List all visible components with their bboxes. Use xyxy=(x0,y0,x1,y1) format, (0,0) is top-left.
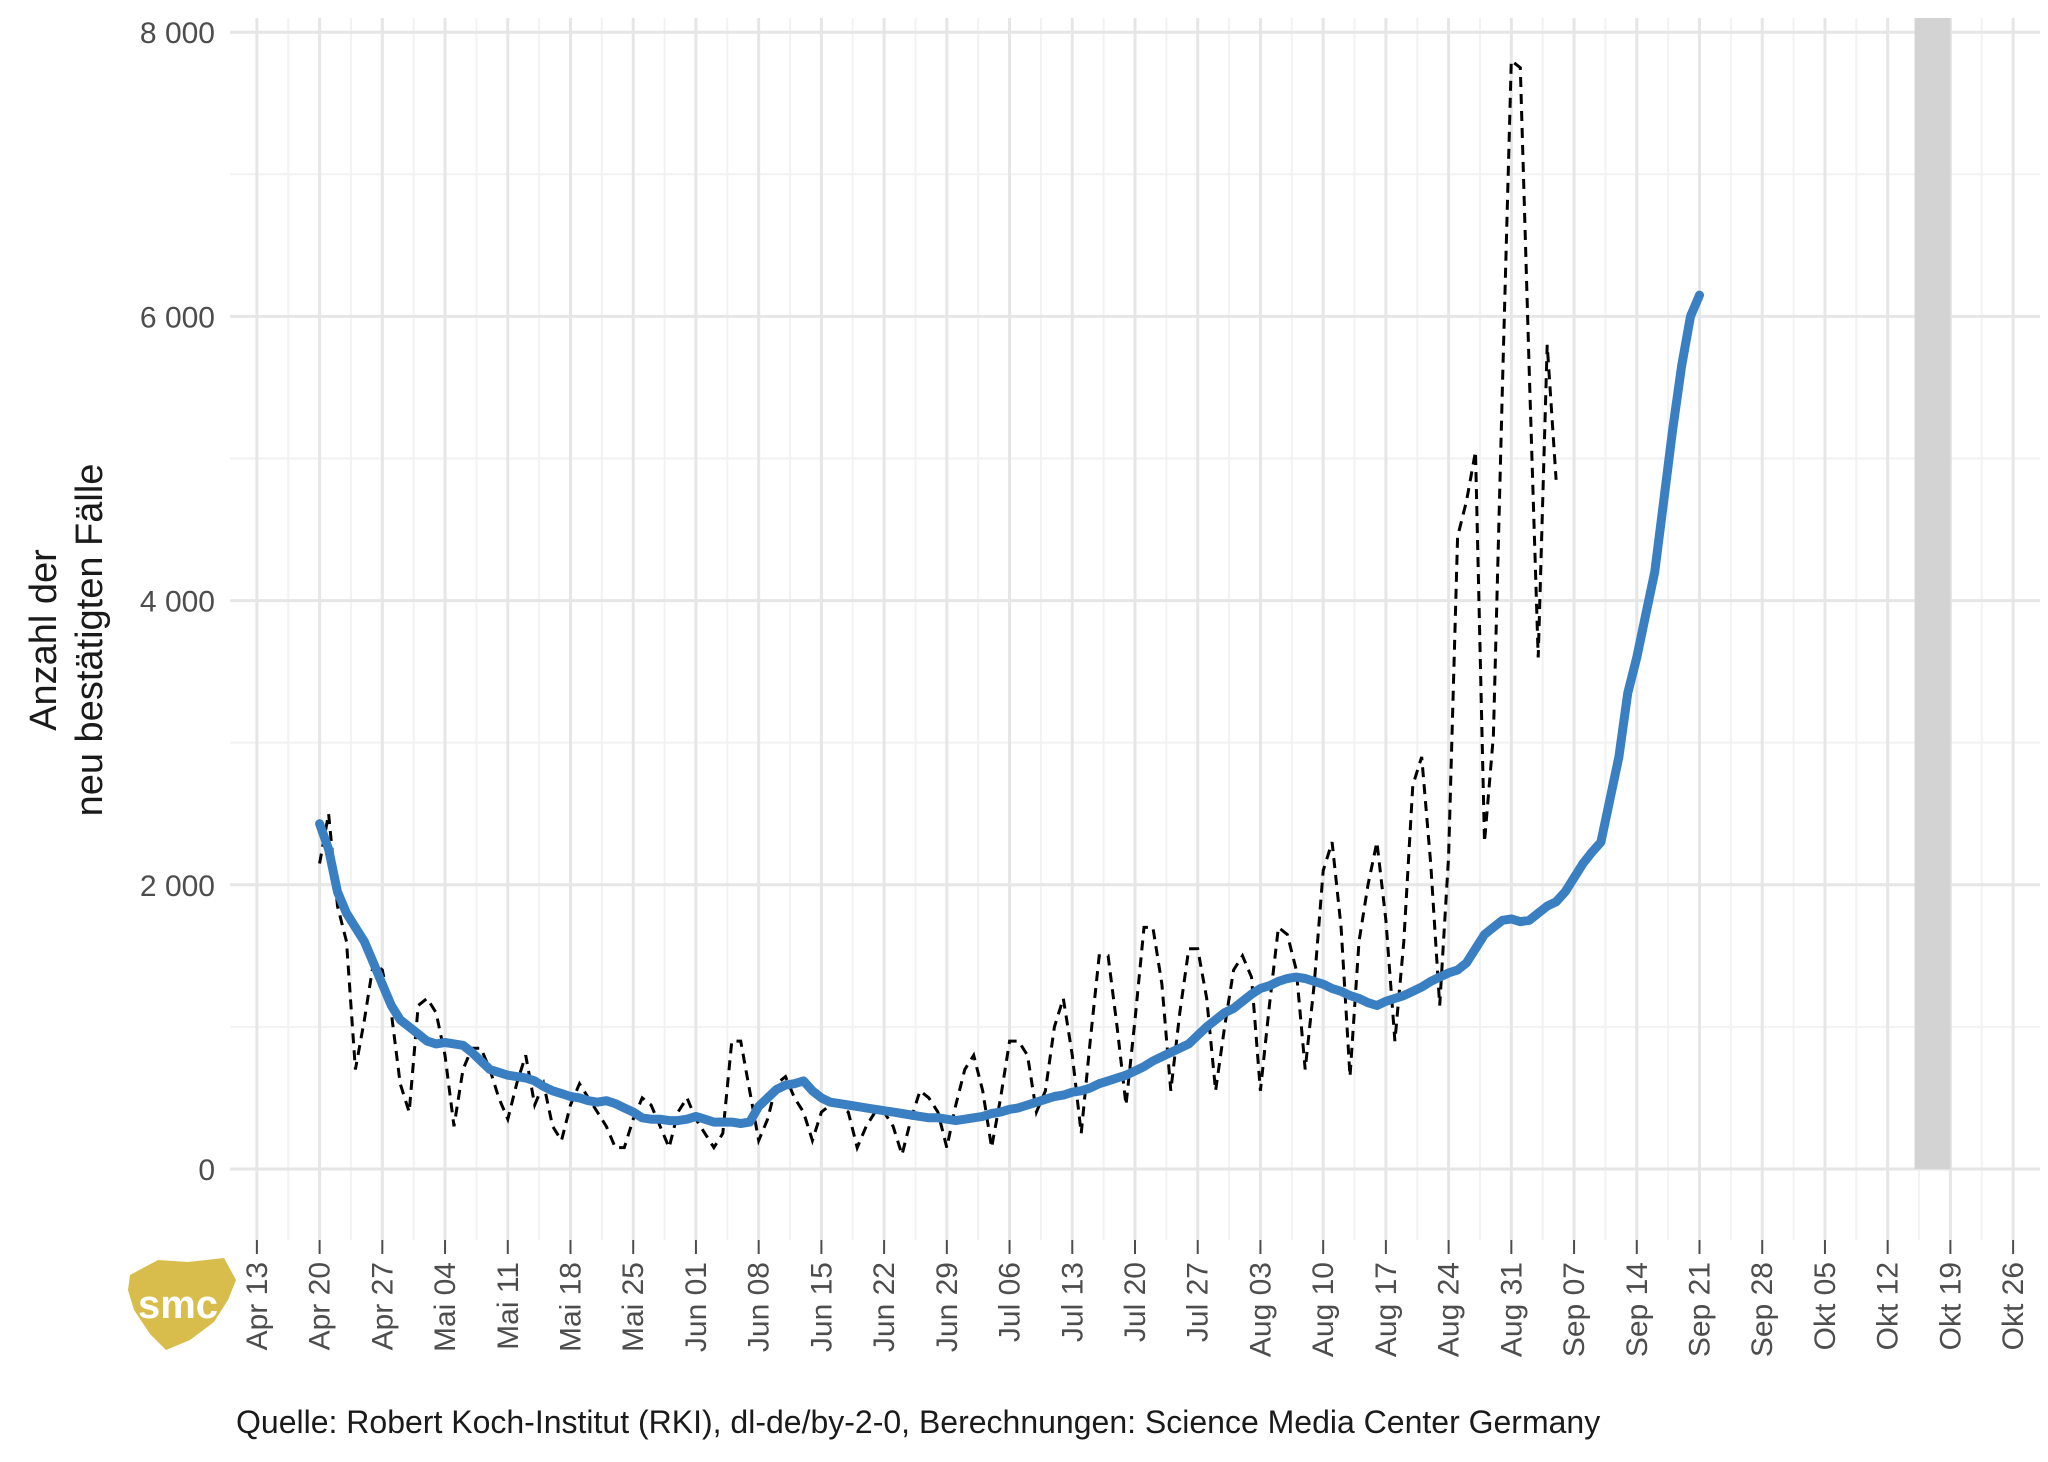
source-caption: Quelle: Robert Koch-Institut (RKI), dl-d… xyxy=(236,1404,1601,1440)
y-tick-label: 4 000 xyxy=(140,586,215,619)
x-tick-label: Mai 18 xyxy=(554,1262,587,1352)
x-tick-label: Apr 20 xyxy=(304,1262,337,1350)
x-tick-label: Okt 05 xyxy=(1809,1262,1842,1350)
x-tick-label: Okt 19 xyxy=(1934,1262,1967,1350)
x-tick-label: Jun 15 xyxy=(805,1262,838,1352)
x-tick-label: Aug 10 xyxy=(1307,1262,1340,1357)
x-tick-label: Mai 25 xyxy=(617,1262,650,1352)
x-tick-label: Okt 12 xyxy=(1872,1262,1905,1350)
x-tick-label: Okt 26 xyxy=(1997,1262,2030,1350)
smc-logo-text: smc xyxy=(138,1283,218,1327)
x-tick-label: Aug 31 xyxy=(1495,1262,1528,1357)
y-tick-labels: 0 2 000 4 000 6 000 8 000 xyxy=(140,17,215,1187)
minor-gridlines-x xyxy=(287,18,1983,1240)
x-tick-marks xyxy=(255,1240,2015,1254)
x-tick-label: Sep 28 xyxy=(1746,1262,1779,1357)
smc-logo: smc xyxy=(128,1258,236,1350)
x-tick-label: Mai 11 xyxy=(492,1262,525,1350)
x-tick-label: Jul 06 xyxy=(994,1262,1027,1342)
y-tick-label: 0 xyxy=(198,1154,215,1187)
x-tick-label: Jul 20 xyxy=(1119,1262,1152,1342)
y-tick-label: 2 000 xyxy=(140,870,215,903)
x-tick-label: Jun 29 xyxy=(931,1262,964,1352)
y-axis-title-line-2: neu bestätigten Fälle xyxy=(69,464,111,817)
shaded-region xyxy=(1914,18,1951,1169)
x-tick-label: Aug 17 xyxy=(1370,1262,1403,1357)
x-tick-label: Sep 07 xyxy=(1558,1262,1591,1357)
x-tick-label: Mai 04 xyxy=(429,1262,462,1352)
x-tick-label: Jun 08 xyxy=(743,1262,776,1352)
x-tick-label: Aug 24 xyxy=(1433,1262,1466,1357)
x-tick-label: Jun 01 xyxy=(680,1262,713,1352)
x-tick-labels: Apr 13 Apr 20 Apr 27 Mai 04 Mai 11 Mai 18 Mai … xyxy=(241,1262,2030,1357)
x-tick-label: Apr 13 xyxy=(241,1262,274,1350)
x-tick-label: Sep 21 xyxy=(1684,1262,1717,1357)
y-axis-title-line-1: Anzahl der xyxy=(23,549,65,731)
x-tick-label: Jun 22 xyxy=(868,1262,901,1352)
major-gridlines-x xyxy=(255,18,2015,1240)
x-tick-label: Sep 14 xyxy=(1621,1262,1654,1357)
smoothed-average-line xyxy=(315,290,1704,1128)
y-tick-label: 6 000 xyxy=(140,301,215,334)
x-tick-label: Jul 13 xyxy=(1056,1262,1089,1342)
daily-cases-line xyxy=(318,57,1558,1161)
x-tick-label: Jul 27 xyxy=(1182,1262,1215,1342)
x-tick-label: Apr 27 xyxy=(366,1262,399,1350)
x-tick-label: Aug 03 xyxy=(1244,1262,1277,1357)
y-tick-label: 8 000 xyxy=(140,17,215,50)
